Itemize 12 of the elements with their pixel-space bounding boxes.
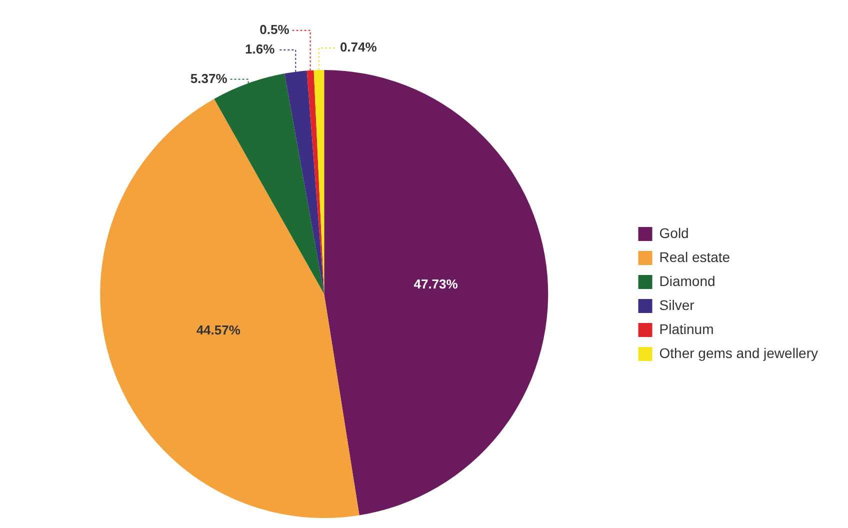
legend-label: Silver bbox=[659, 296, 695, 313]
data-label: 1.6% bbox=[245, 41, 276, 56]
legend-label: Platinum bbox=[659, 320, 714, 337]
data-label: 44.57% bbox=[196, 322, 241, 338]
legend-label: Gold bbox=[659, 224, 689, 241]
legend-label: Other gems and jewellery bbox=[659, 344, 818, 361]
data-label: 0.5% bbox=[260, 22, 290, 38]
legend-label: Diamond bbox=[659, 272, 716, 289]
legend-label: Real estate bbox=[659, 248, 730, 265]
data-label: 0.74% bbox=[340, 40, 378, 55]
data-label: 5.37% bbox=[190, 70, 228, 86]
data-label: 47.73% bbox=[414, 276, 458, 292]
